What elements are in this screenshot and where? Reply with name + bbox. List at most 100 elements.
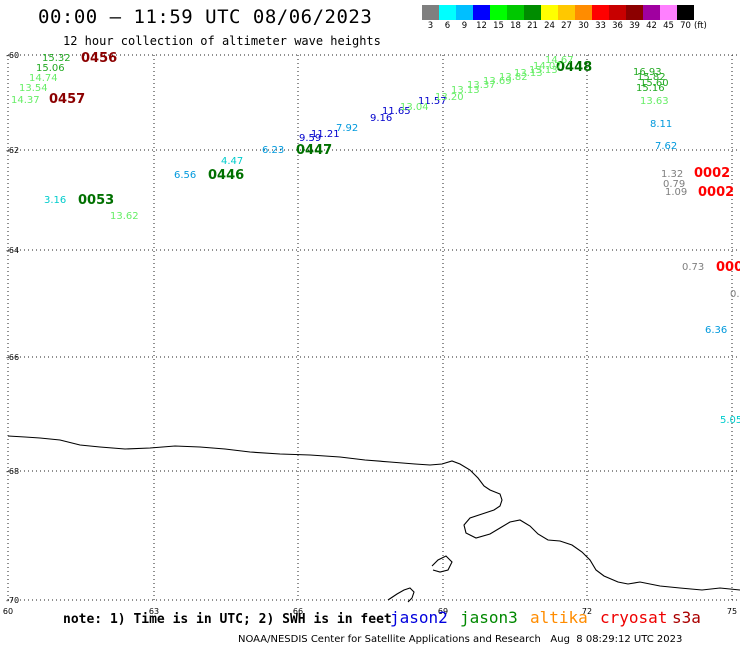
wave-height-value: 13.63 [640,96,669,107]
wave-height-value: 13.54 [19,83,48,94]
colorbar-unit: (ft) [694,21,707,31]
pass-time-label: 0456 [81,51,117,66]
longitude-tick-label: 69 [438,607,448,616]
colorbar-label: 24 [544,21,555,31]
colorbar-label: 27 [561,21,572,31]
satellite-jason2: jason2 [390,608,448,627]
wave-height-value: 14.07 [533,61,562,72]
wave-height-value: 11.57 [418,96,447,107]
latitude-tick-label: -70 [6,596,19,605]
wave-height-value: 13.37 [467,80,496,91]
colorbar-label: 30 [578,21,589,31]
colorbar-swatch [643,5,660,20]
wave-height-value: 1.32 [661,169,683,180]
wave-height-value: 14.67 [545,55,574,66]
wave-height-value: 15.60 [640,78,669,89]
wave-height-value: 7.92 [336,123,358,134]
wave-height-colorbar [422,5,694,20]
colorbar-swatch [456,5,473,20]
wave-height-value: 4.47 [221,156,243,167]
wave-height-value: 13.13 [451,85,480,96]
coastline-inlet [387,587,415,603]
colorbar-swatch [609,5,626,20]
colorbar-swatch [439,5,456,20]
wave-height-value: 15.16 [636,83,665,94]
wave-height-value: 8.11 [650,119,672,130]
wave-height-value: 15.06 [36,63,65,74]
colorbar-label: 15 [493,21,504,31]
colorbar-labels: 3 6 9 12 15 18 21 24 27 30 33 36 39 42 45 70 (ft) [422,21,716,31]
colorbar-swatch [541,5,558,20]
colorbar-label: 33 [595,21,606,31]
footer-credit: NOAA/NESDIS Center for Satellite Applica… [238,634,682,645]
wave-height-value: 13.69 [483,76,512,87]
latitude-tick-label: -60 [6,51,19,60]
longitude-tick-label: 66 [293,607,303,616]
colorbar-label: 6 [444,21,451,31]
colorbar-swatch [473,5,490,20]
latitude-tick-label: -62 [6,146,19,155]
colorbar-label: 18 [510,21,521,31]
colorbar-label: 42 [646,21,657,31]
pass-time-label: 0447 [296,143,332,158]
colorbar-label: 3 [427,21,434,31]
colorbar-label: 36 [612,21,623,31]
map-subtitle: 12 hour collection of altimeter wave hei… [63,34,381,48]
wave-height-value: 13.13 [529,65,558,76]
colorbar-swatch [558,5,575,20]
map-note: note: 1) Time is in UTC; 2) SWH is in fe… [63,612,392,627]
latitude-tick-label: -68 [6,467,19,476]
pass-time-label: 000 [716,260,740,275]
wave-height-value: 9.16 [370,113,392,124]
colorbar-swatch [592,5,609,20]
wave-height-value: 13.82 [499,72,528,83]
wave-height-value: 14.74 [29,73,58,84]
longitude-tick-label: 60 [3,607,13,616]
colorbar-swatch [575,5,592,20]
map-title: 00:00 — 11:59 UTC 08/06/2023 [38,6,373,28]
pass-time-label: 0448 [556,60,592,75]
axis-tick-labels: -60 -62 -64 -66 -68 -70 60 63 66 69 72 75 [3,51,737,616]
pass-time-label: 0457 [49,92,85,107]
pass-time-label: 0002 [698,185,734,200]
colorbar-swatch [524,5,541,20]
wave-height-value: 13.13 [514,68,543,79]
wave-height-value: 5.05 [720,415,740,426]
wave-height-value: 0. [730,289,740,300]
pass-labels: 0456 0457 0053 0446 0447 0448 0002 0002 000 [49,51,740,275]
wave-height-value: 15.82 [637,72,666,83]
colorbar-swatch [626,5,643,20]
wave-height-value: 16.93 [633,67,662,78]
wave-height-value: 6.56 [174,170,196,181]
colorbar-label: 45 [663,21,674,31]
wave-height-value: 13.04 [400,102,429,113]
pass-time-label: 0446 [208,168,244,183]
map-gridlines [7,54,740,601]
colorbar-swatch [422,5,439,20]
wave-height-value: 1.09 [665,187,687,198]
coastline-fragment [431,555,453,573]
wave-height-value: 13.20 [435,92,464,103]
longitude-tick-label: 63 [149,607,159,616]
timestamp: Aug 8 08:29:12 UTC 2023 [550,634,683,645]
wave-height-value: 11.65 [382,106,411,117]
wave-height-value: 0.79 [663,179,685,190]
latitude-tick-label: -64 [6,246,19,255]
colorbar-label: 21 [527,21,538,31]
credit-text: NOAA/NESDIS Center for Satellite Applica… [238,634,541,645]
wave-height-value: 11.21 [311,129,340,140]
longitude-tick-label: 75 [727,607,737,616]
colorbar-label: 12 [476,21,487,31]
wave-height-value: 6.23 [262,145,284,156]
colorbar-label: 39 [629,21,640,31]
satellite-s3a: s3a [672,608,701,627]
pass-time-label: 0002 [694,166,730,181]
satellite-altika: altika [530,608,588,627]
pass-time-label: 0053 [78,193,114,208]
legend-row: note: 1) Time is in UTC; 2) SWH is in fe… [0,608,740,630]
colorbar-swatch [677,5,694,20]
wave-height-value: 7.62 [655,141,677,152]
wave-height-value: 9.59 [299,133,321,144]
